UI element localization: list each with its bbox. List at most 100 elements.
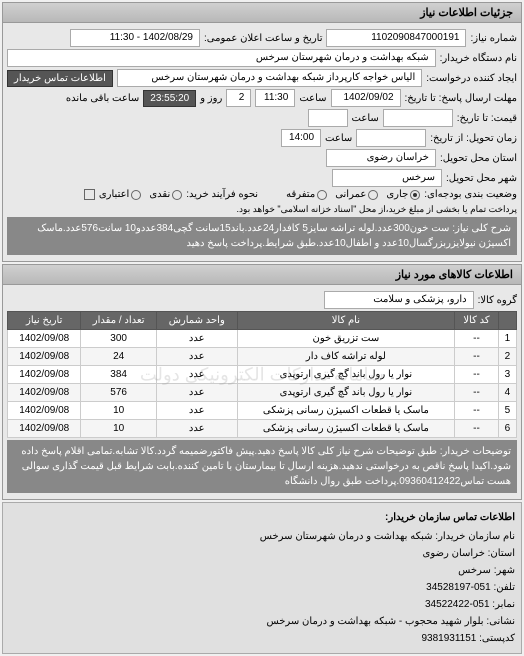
- buyer-org-label: نام دستگاه خریدار:: [440, 53, 517, 64]
- price-time: [308, 109, 348, 127]
- goods-table-wrapper: کد کالانام کالاواحد شمارشتعداد / مقدارتا…: [7, 311, 517, 438]
- price-deadline-label: قیمت: تا تاریخ:: [457, 113, 517, 124]
- table-cell: 1402/09/08: [8, 366, 81, 384]
- delivery-state: خراسان رضوی: [326, 149, 436, 167]
- table-row[interactable]: 1--ست تزریق خونعدد3001402/09/08: [8, 330, 517, 348]
- buyer-contact-button[interactable]: اطلاعات تماس خریدار: [7, 70, 113, 87]
- table-cell: عدد: [156, 330, 237, 348]
- table-cell: نوار یا رول باند گچ گیری ارتوپدی: [237, 366, 454, 384]
- deadline-label: مهلت ارسال پاسخ: تا تاریخ:: [405, 93, 517, 104]
- table-row[interactable]: 2--لوله تراشه کاف دارعدد241402/09/08: [8, 348, 517, 366]
- credit-radio-cash[interactable]: [172, 190, 182, 200]
- table-row[interactable]: 5--ماسک یا قطعات اکسیژن رسانی پزشکیعدد10…: [8, 402, 517, 420]
- table-cell: ماسک یا قطعات اکسیژن رسانی پزشکی: [237, 420, 454, 438]
- goods-group: دارو، پزشکی و سلامت: [324, 291, 474, 309]
- budget-opt-a: جاری: [386, 189, 408, 200]
- delivery-city: سرخس: [332, 169, 442, 187]
- delivery-time: 14:00: [281, 129, 321, 147]
- table-cell: عدد: [156, 384, 237, 402]
- time-label-2: ساعت: [352, 113, 379, 124]
- contact-fax: 051-34522422: [425, 599, 490, 610]
- contact-phone: 051-34528197: [426, 582, 491, 593]
- days-remaining: 2: [226, 89, 251, 107]
- table-row[interactable]: 3--نوار یا رول باند گچ گیری ارتوپدیعدد38…: [8, 366, 517, 384]
- delivery-date-label: زمان تحویل: از تاریخ:: [430, 133, 517, 144]
- contact-title: اطلاعات تماس سازمان خریدار:: [9, 509, 515, 526]
- goods-group-label: گروه کالا:: [478, 295, 517, 306]
- contact-phone-label: تلفن:: [493, 582, 515, 593]
- response-time: 11:30: [255, 89, 295, 107]
- budget-radio-group: جاری عمرانی متفرقه: [286, 189, 420, 200]
- price-date: [383, 109, 453, 127]
- need-number: 1102090847000191: [326, 29, 466, 47]
- table-row[interactable]: 6--ماسک یا قطعات اکسیژن رسانی پزشکیعدد10…: [8, 420, 517, 438]
- budget-radio-misc[interactable]: [317, 190, 327, 200]
- time-label-3: ساعت: [325, 133, 352, 144]
- contact-org: شبکه بهداشت و درمان شهرستان سرخس: [260, 531, 433, 542]
- credit-label: نحوه فرآیند خرید:: [186, 189, 258, 200]
- table-cell: ست تزریق خون: [237, 330, 454, 348]
- contact-fax-label: نمابر:: [492, 599, 515, 610]
- table-cell: 1402/09/08: [8, 330, 81, 348]
- desc-label: شرح کلی نیاز:: [452, 223, 511, 234]
- table-cell: 576: [81, 384, 156, 402]
- table-cell: --: [455, 420, 499, 438]
- notes-label: توضیحات خریدار:: [440, 446, 511, 457]
- table-cell: 2: [498, 348, 516, 366]
- table-cell: --: [455, 402, 499, 420]
- table-header: نام کالا: [237, 312, 454, 330]
- table-cell: عدد: [156, 420, 237, 438]
- table-cell: 4: [498, 384, 516, 402]
- table-cell: ماسک یا قطعات اکسیژن رسانی پزشکی: [237, 402, 454, 420]
- table-cell: عدد: [156, 366, 237, 384]
- contact-address-label: نشانی:: [486, 616, 515, 627]
- contact-address: بلوار شهید محجوب - شبکه بهداشت و درمان س…: [266, 616, 483, 627]
- budget-radio-current[interactable]: [410, 190, 420, 200]
- table-cell: 1402/09/08: [8, 384, 81, 402]
- payment-note: پرداخت تمام یا بخشی از مبلغ خرید،از محل …: [237, 204, 517, 215]
- credit-radio-group: نقدی اعتباری: [99, 189, 182, 200]
- contact-postal: 9381931151: [421, 633, 476, 644]
- table-cell: 24: [81, 348, 156, 366]
- number-label: شماره نیاز:: [470, 33, 517, 44]
- contact-state: خراسان رضوی: [423, 548, 485, 559]
- table-cell: 10: [81, 420, 156, 438]
- budget-radio-capital[interactable]: [368, 190, 378, 200]
- delivery-state-label: استان محل تحویل:: [440, 153, 517, 164]
- table-cell: 1402/09/08: [8, 402, 81, 420]
- budget-opt-b: عمرانی: [335, 189, 366, 200]
- table-cell: 300: [81, 330, 156, 348]
- contact-postal-label: کدپستی:: [479, 633, 515, 644]
- table-header: کد کالا: [455, 312, 499, 330]
- budget-opt-c: متفرقه: [286, 189, 315, 200]
- treasury-checkbox[interactable]: [84, 189, 95, 200]
- table-cell: --: [455, 384, 499, 402]
- table-row[interactable]: 4--نوار یا رول باند گچ گیری ارتوپدیعدد57…: [8, 384, 517, 402]
- table-cell: --: [455, 330, 499, 348]
- table-cell: 1402/09/08: [8, 348, 81, 366]
- announce-label: تاریخ و ساعت اعلان عمومی:: [204, 33, 323, 44]
- table-cell: 1402/09/08: [8, 420, 81, 438]
- table-cell: عدد: [156, 402, 237, 420]
- desc-text: ست خون300عدد.لوله تراشه سایز5 کافدار24عد…: [37, 223, 511, 249]
- table-cell: عدد: [156, 348, 237, 366]
- table-cell: 6: [498, 420, 516, 438]
- credit-opt-a: نقدی: [149, 189, 170, 200]
- table-cell: --: [455, 366, 499, 384]
- contact-state-label: استان:: [488, 548, 515, 559]
- panel-title: جزئیات اطلاعات نیاز: [3, 3, 521, 23]
- announce-value: 1402/08/29 - 11:30: [70, 29, 200, 47]
- table-cell: 5: [498, 402, 516, 420]
- contact-org-label: نام سازمان خریدار:: [435, 531, 515, 542]
- delivery-date: [356, 129, 426, 147]
- goods-panel-title: اطلاعات کالاهای مورد نیاز: [3, 265, 521, 285]
- table-cell: --: [455, 348, 499, 366]
- contact-city: سرخس: [458, 565, 491, 576]
- table-header: تاریخ نیاز: [8, 312, 81, 330]
- table-cell: 10: [81, 402, 156, 420]
- time-label-1: ساعت: [299, 93, 326, 104]
- credit-radio-credit[interactable]: [131, 190, 141, 200]
- table-header: [498, 312, 516, 330]
- requester-label: ایجاد کننده درخواست:: [426, 73, 517, 84]
- table-cell: 384: [81, 366, 156, 384]
